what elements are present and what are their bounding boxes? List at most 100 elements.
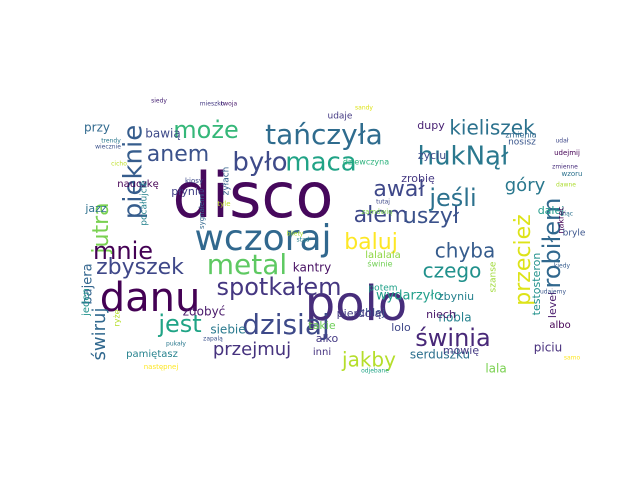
cloud-word: kiedy: [554, 263, 571, 270]
cloud-word: samo: [564, 355, 581, 362]
cloud-word: jest: [157, 310, 201, 338]
cloud-word: dupy: [417, 119, 445, 132]
cloud-word: level: [546, 292, 559, 318]
cloud-word: pukały: [166, 341, 186, 348]
cloud-word: alko: [316, 332, 339, 345]
cloud-word: cicho: [111, 161, 127, 168]
cloud-word: lalalala: [365, 250, 401, 261]
cloud-word: pamiętasz: [126, 349, 178, 360]
cloud-word: baluj: [344, 230, 398, 255]
cloud-word: świnia: [415, 324, 490, 352]
cloud-word: zmienia: [505, 131, 536, 140]
cloud-word: dawne: [556, 182, 576, 189]
cloud-word: dalej: [538, 204, 565, 217]
cloud-word: mnie: [93, 237, 153, 265]
cloud-word: disco: [173, 159, 334, 232]
cloud-word: potem: [368, 284, 397, 294]
cloud-word: tyle: [217, 200, 230, 208]
cloud-word: płynie: [171, 185, 205, 198]
cloud-word: bryle: [563, 229, 586, 239]
cloud-word: nobla: [438, 311, 471, 325]
cloud-word: dzisiaj: [242, 308, 330, 341]
cloud-word: chyba: [435, 239, 495, 263]
cloud-word: sygnałem: [198, 195, 206, 229]
cloud-word: udał: [556, 138, 569, 145]
cloud-word: odjebane: [361, 368, 389, 375]
cloud-word: lolo: [391, 321, 411, 334]
cloud-word: siedy: [151, 98, 167, 105]
cloud-word: przecież: [511, 214, 536, 305]
cloud-word: zamówię: [361, 208, 392, 216]
cloud-word: dziewczyna: [343, 158, 389, 167]
cloud-word: hukNął: [418, 142, 509, 172]
cloud-word: niech: [426, 308, 456, 321]
cloud-word: testosteron: [530, 253, 543, 316]
cloud-word: piciu: [534, 341, 563, 355]
cloud-word: zapalą: [203, 336, 223, 343]
cloud-word: polo: [305, 276, 408, 332]
cloud-word: wiecznie: [95, 144, 121, 151]
cloud-word: ałem: [354, 203, 409, 228]
cloud-word: jakby: [341, 348, 396, 372]
cloud-word: danu: [100, 275, 201, 321]
cloud-word: bajera: [81, 263, 96, 304]
cloud-word: bilety: [287, 231, 304, 238]
cloud-word: inni: [313, 347, 331, 358]
cloud-word: zdobyć: [183, 305, 226, 319]
cloud-word: kiąc: [561, 211, 573, 218]
cloud-word: tutaj: [376, 199, 390, 206]
cloud-word: zmienne: [552, 164, 578, 171]
cloud-word: anem: [147, 142, 209, 167]
cloud-word: mieszko: [200, 101, 225, 108]
cloud-word: jutra: [89, 202, 114, 254]
cloud-word: szanse: [489, 261, 499, 292]
cloud-word: czego: [423, 259, 482, 283]
cloud-word: siebie: [210, 323, 245, 337]
cloud-word: uszył: [403, 204, 460, 229]
cloud-word: sandy: [355, 105, 373, 112]
cloud-word: awał: [373, 177, 425, 202]
cloud-word: udajemy: [540, 289, 566, 296]
cloud-word: maca: [285, 148, 357, 178]
cloud-word: kantry: [293, 261, 331, 275]
cloud-word: jeden: [81, 288, 92, 317]
cloud-word: zyłach: [222, 167, 232, 196]
cloud-word: chlej: [359, 306, 385, 319]
cloud-word: wydarzyło: [376, 289, 442, 304]
cloud-word: wzoru: [562, 170, 583, 178]
cloud-word: twoja: [221, 101, 238, 108]
cloud-word: albo: [549, 320, 570, 331]
cloud-word: jeśli: [428, 184, 476, 212]
cloud-word: przejmuj: [213, 339, 291, 360]
cloud-word: zbyszek: [96, 255, 184, 280]
cloud-word: zrobię: [401, 172, 435, 185]
cloud-word: udejmij: [554, 149, 580, 157]
cloud-word: nakręc: [557, 206, 566, 233]
cloud-word: trendy: [101, 138, 121, 145]
cloud-word: udaje: [328, 112, 353, 122]
cloud-word: życiu: [418, 149, 446, 162]
cloud-word: zbyniu: [438, 290, 474, 303]
cloud-word: pięknie: [119, 125, 149, 219]
cloud-word: nauczkę: [117, 179, 159, 190]
cloud-word: tańczyła: [265, 118, 383, 151]
cloud-word: góry: [505, 175, 546, 196]
cloud-word: świnie: [367, 259, 392, 269]
cloud-word: robiłem: [538, 198, 566, 289]
cloud-word: bawią: [145, 127, 180, 141]
cloud-word: takie: [308, 319, 335, 332]
cloud-word: wczoraj: [194, 218, 331, 259]
cloud-word: stąd: [297, 237, 310, 244]
cloud-word: metal: [207, 248, 287, 281]
cloud-word: kieliszek: [449, 116, 535, 140]
cloud-word: następnej: [144, 363, 179, 371]
cloud-word: przy: [84, 121, 110, 135]
cloud-word: spotkałem: [217, 273, 342, 301]
cloud-word: serduszku: [410, 348, 470, 362]
cloud-word: jazz: [84, 202, 107, 215]
cloud-word: pocałujcie: [140, 180, 150, 226]
cloud-word: lala: [485, 362, 506, 376]
cloud-word: świruj: [89, 308, 110, 361]
cloud-word: pierdolą: [337, 307, 382, 320]
